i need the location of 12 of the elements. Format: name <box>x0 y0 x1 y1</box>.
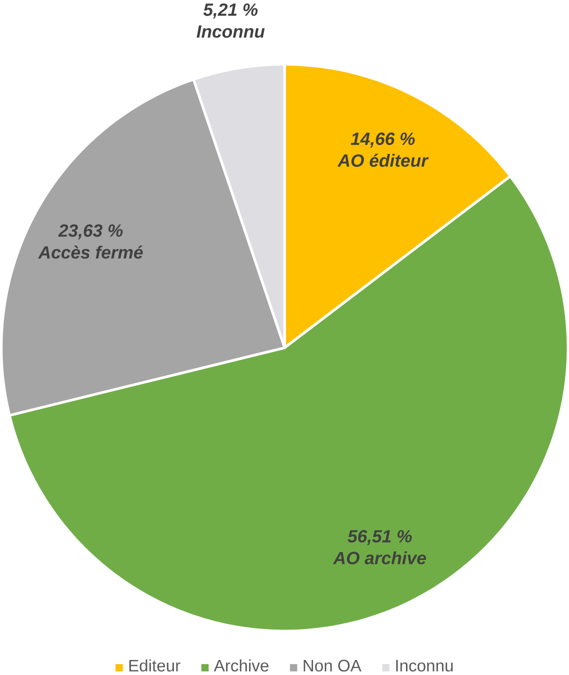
legend-label: Inconnu <box>396 660 453 672</box>
data-label: 23,63 % <box>58 224 123 240</box>
data-label: 56,51 % <box>348 530 412 546</box>
data-label: 14,66 % <box>350 132 415 148</box>
text: Accès fermé <box>38 246 143 259</box>
text: AO archive <box>332 551 426 564</box>
legend-label: Non OA <box>304 660 362 672</box>
legend-label: Editeur <box>129 659 180 672</box>
text: AO éditeur <box>337 154 429 167</box>
legend-label: Archive <box>214 659 268 672</box>
data-label: 5,21 % <box>203 3 258 18</box>
text: Inconnu <box>196 25 264 38</box>
